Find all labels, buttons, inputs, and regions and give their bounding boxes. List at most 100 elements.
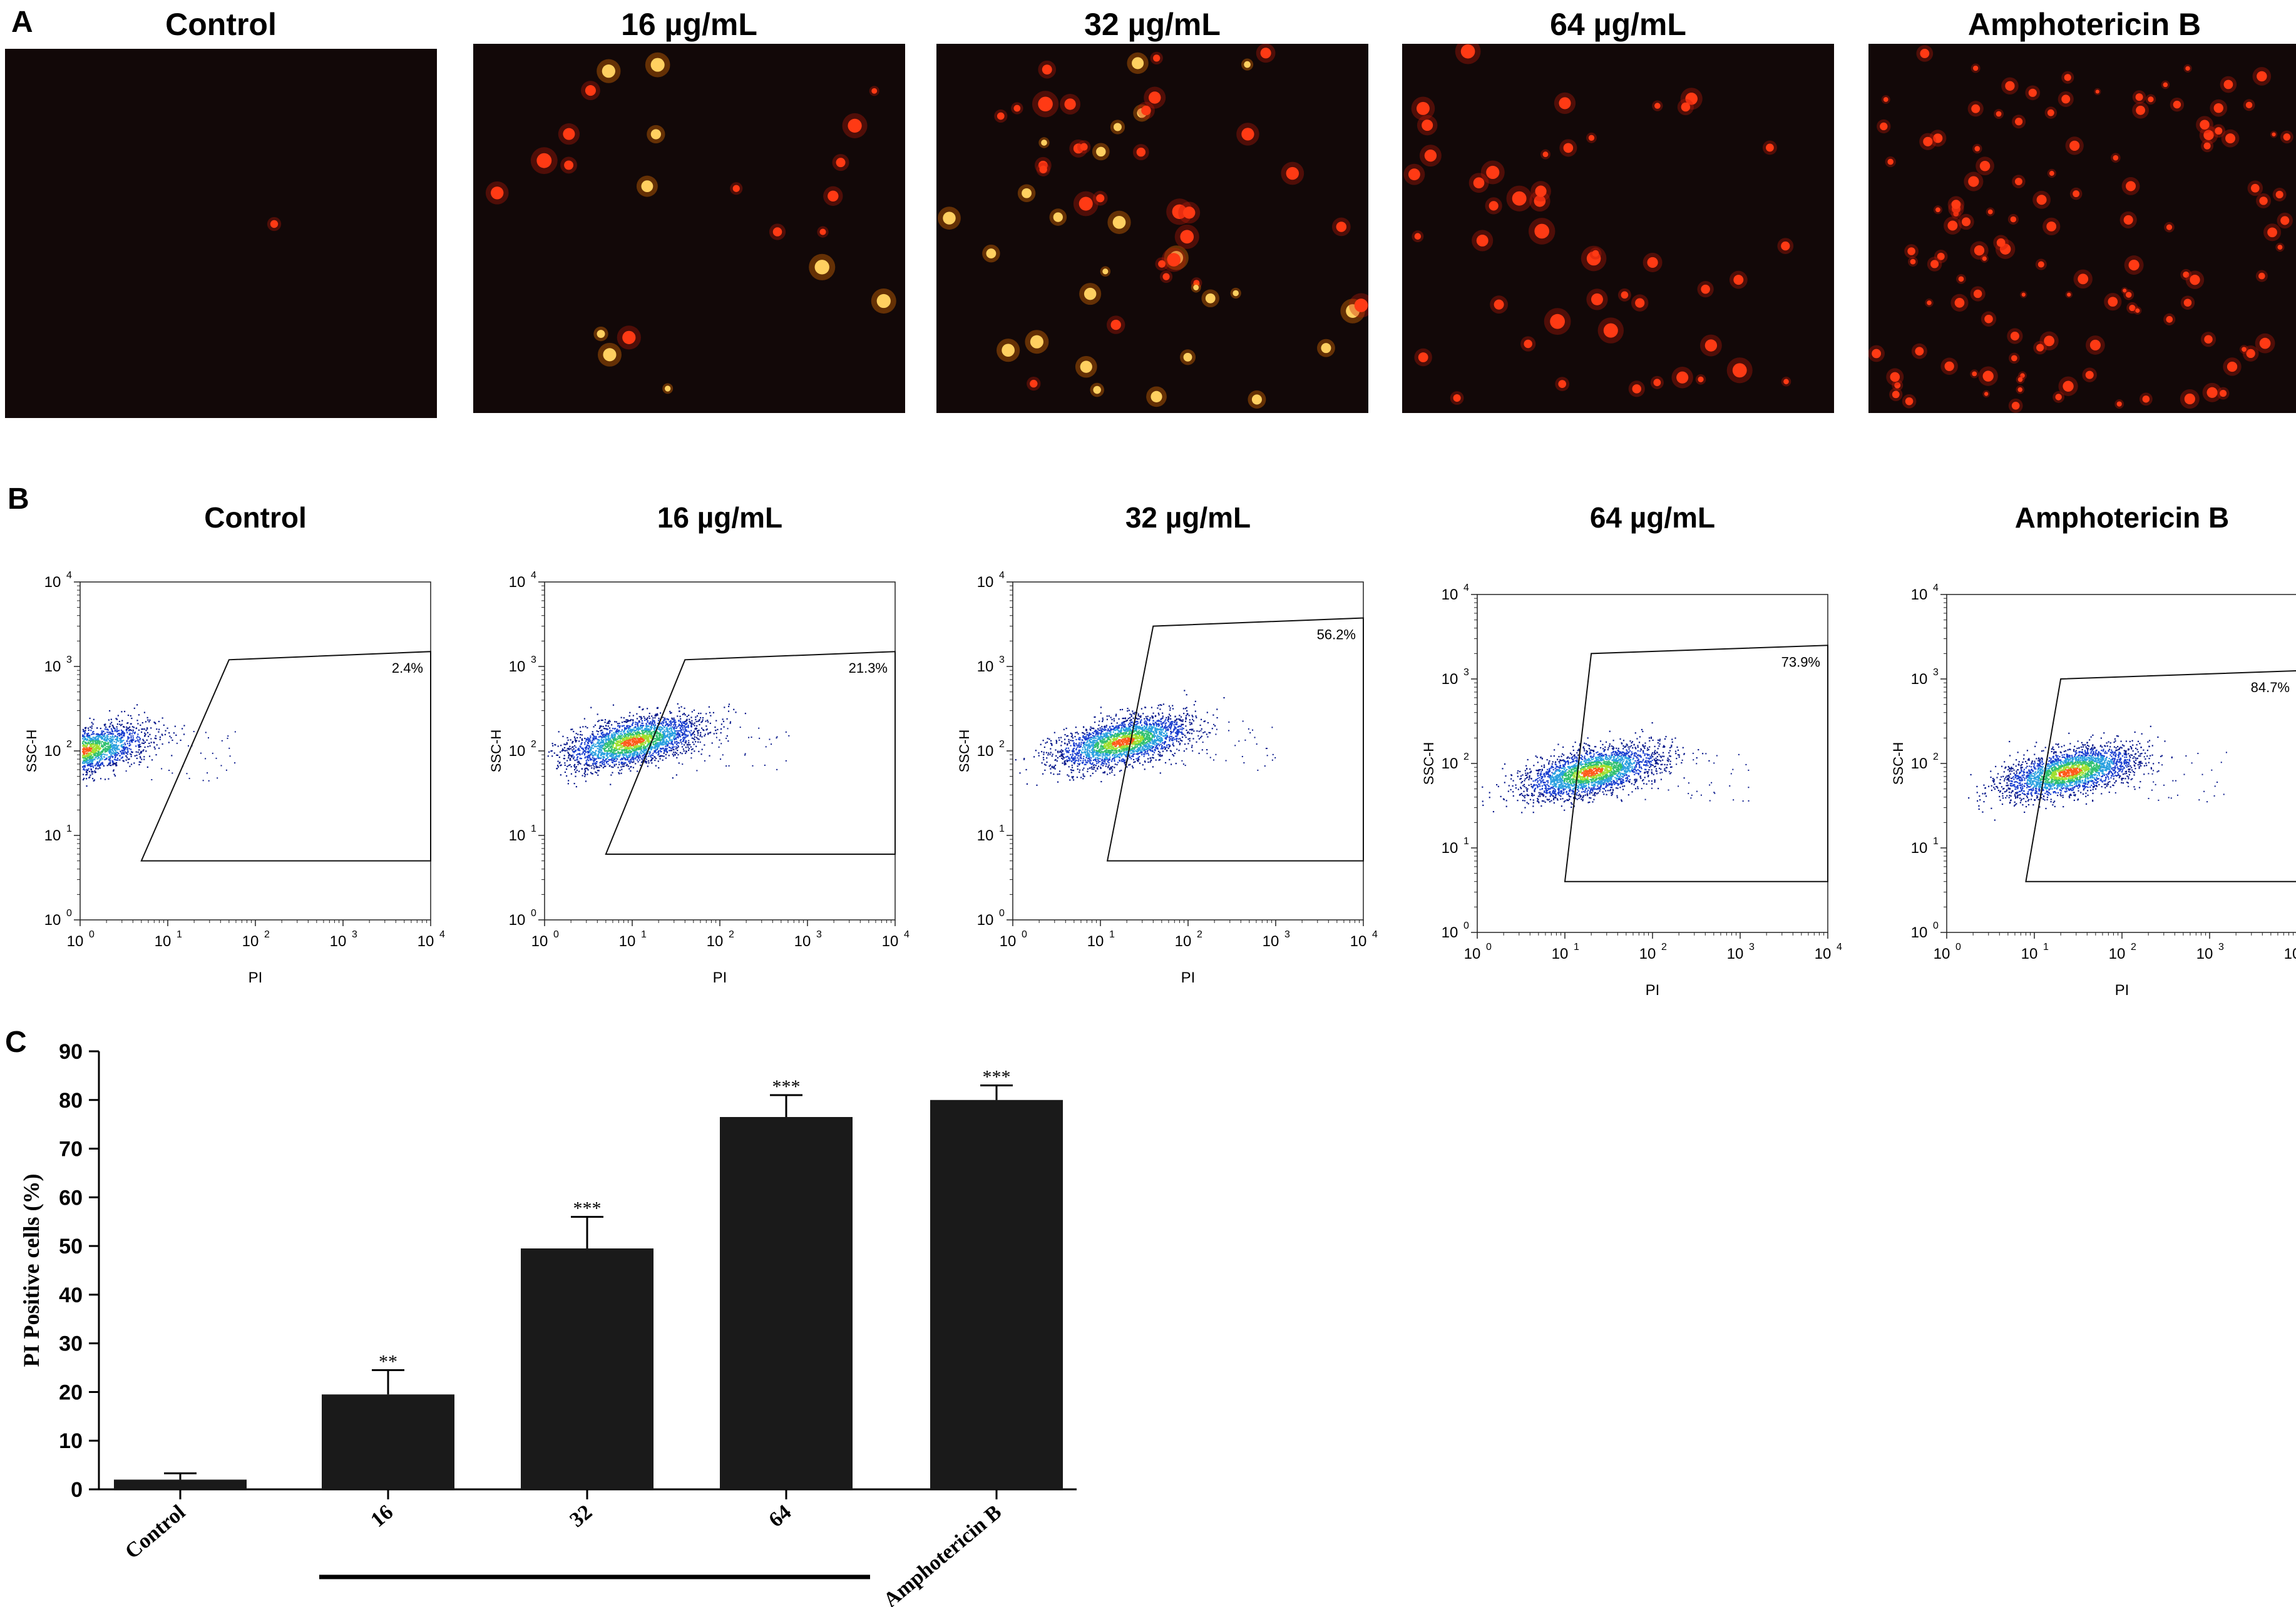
x-tick-exponent: 3 — [1284, 929, 1290, 940]
fluorescence-image — [1868, 44, 2296, 413]
y-tick-exponent: 3 — [66, 655, 72, 665]
x-axis-label: PI — [1181, 969, 1196, 986]
micro-title: Amphotericin B — [1967, 7, 2201, 42]
y-axis-label: SSC-H — [1890, 742, 1906, 785]
gate-percent: 2.4% — [392, 660, 423, 676]
y-tick-label: 10 — [44, 658, 61, 675]
x-tick-exponent: 2 — [729, 929, 734, 940]
density-cloud — [1968, 725, 2227, 821]
y-tick-label: 10 — [509, 827, 526, 844]
flow-title: 32 µg/mL — [1125, 501, 1251, 534]
x-tick-label: 10 — [2284, 946, 2296, 962]
x-tick-exponent: 2 — [264, 929, 270, 940]
gate-percent: 56.2% — [1317, 627, 1356, 643]
plot-frame — [79, 581, 431, 921]
x-tick-label: 10 — [1934, 946, 1950, 962]
y-tick-label: 10 — [509, 658, 526, 675]
density-cloud — [547, 703, 790, 788]
y-tick-label: 10 — [977, 827, 994, 844]
y-tick-label: 10 — [44, 743, 61, 760]
flow-title: 16 µg/mL — [657, 501, 783, 534]
significance-label: *** — [573, 1198, 602, 1218]
gate-percent: 73.9% — [1781, 654, 1820, 670]
y-tick-exponent: 1 — [1463, 836, 1469, 847]
y-tick-exponent: 4 — [66, 570, 72, 581]
x-tick-label: 10 — [2196, 946, 2213, 962]
y-tick-label: 20 — [59, 1380, 83, 1404]
y-axis-label: SSC-H — [956, 730, 972, 772]
y-axis-label: SSC-H — [1421, 742, 1437, 785]
y-tick-label: 80 — [59, 1089, 83, 1113]
x-tick-exponent: 0 — [1486, 942, 1492, 952]
y-tick-label: 10 — [1442, 755, 1458, 772]
y-tick-label: 10 — [1442, 671, 1458, 688]
micro-title: Control — [165, 7, 277, 42]
y-tick-exponent: 2 — [1933, 752, 1939, 762]
x-tick-exponent: 1 — [177, 929, 182, 940]
y-axis-label: PI Positive cells (%) — [19, 1174, 44, 1367]
y-tick-exponent: 2 — [999, 739, 1005, 750]
x-tick-label: 16 — [366, 1501, 397, 1532]
flow-plot: 100100101101102102103103104104PISSC-H84.… — [1890, 583, 2296, 999]
fluorescence-image — [936, 44, 1368, 413]
x-tick-label: 10 — [1087, 933, 1104, 950]
y-tick-label: 10 — [1911, 755, 1928, 772]
y-tick-label: 40 — [59, 1283, 83, 1307]
y-tick-label: 70 — [59, 1138, 83, 1161]
y-tick-exponent: 0 — [1933, 921, 1939, 931]
x-tick-label: 10 — [1000, 933, 1017, 950]
flow-plot: 10 0 10 0 10 1 10 1 10 2 10 2 10 3 10 3 10 4 10 4 PI SSC-H 56.… — [956, 570, 1378, 986]
significance-label: *** — [772, 1076, 801, 1097]
x-tick-label: Control — [121, 1501, 190, 1564]
fluorescence-dots — [1403, 44, 1794, 405]
fluorescence-image — [5, 49, 437, 418]
flow-plot: 10 0 10 0 10 1 10 1 10 2 10 2 10 3 10 3 10 4 10 4 PI SSC-H 73.… — [1421, 583, 1842, 999]
x-tick-label: 10 — [330, 933, 347, 950]
x-tick-exponent: 4 — [1837, 942, 1842, 952]
x-tick-exponent: 3 — [816, 929, 822, 940]
y-tick-exponent: 0 — [999, 908, 1005, 919]
gate-percent: 84.7% — [2251, 680, 2290, 695]
panel-b-letter: B — [8, 482, 29, 516]
y-tick-label: 10 — [1442, 924, 1458, 941]
x-tick-label: 64 — [764, 1501, 796, 1532]
x-tick-exponent: 1 — [2043, 942, 2049, 952]
gate-polygon — [2025, 670, 2296, 882]
fluorescence-image — [1402, 44, 1834, 413]
flow-plot: 10 0 10 0 10 1 10 1 10 2 10 2 10 3 10 3 10 4 10 4 PI SSC-H 21.… — [488, 570, 910, 986]
y-tick-exponent: 2 — [66, 739, 72, 750]
micro-title: 32 µg/mL — [1084, 7, 1221, 42]
y-tick-label: 10 — [44, 574, 61, 591]
y-tick-label: 10 — [509, 912, 526, 929]
y-tick-label: 30 — [59, 1332, 83, 1356]
x-tick-label: 10 — [67, 933, 84, 950]
fluorescence-image — [473, 44, 905, 413]
y-tick-label: 50 — [59, 1235, 83, 1258]
density-cloud — [1482, 722, 1750, 814]
y-tick-label: 10 — [44, 912, 61, 929]
micro-title: 16 µg/mL — [621, 7, 757, 42]
plot-frame — [544, 581, 896, 921]
panel-a-letter: A — [11, 6, 33, 39]
gate-polygon — [1106, 617, 1364, 862]
y-tick-label: 10 — [1911, 924, 1928, 941]
y-tick-exponent: 3 — [999, 655, 1005, 665]
x-tick-exponent: 2 — [1661, 942, 1667, 952]
y-tick-label: 10 — [1911, 586, 1928, 603]
gate-polygon — [140, 651, 431, 862]
x-tick-label: 10 — [1464, 946, 1481, 962]
micro-title: 64 µg/mL — [1550, 7, 1686, 42]
flow-plot: 10 0 10 0 10 1 10 1 10 2 10 2 10 3 10 3 10 4 10 4 PI SSC-H 2.4… — [24, 570, 445, 986]
y-tick-label: 60 — [59, 1186, 83, 1210]
gate-polygon — [1564, 645, 1828, 882]
x-tick-exponent: 3 — [1749, 942, 1755, 952]
y-tick-exponent: 1 — [531, 824, 536, 834]
x-tick-label: 10 — [1727, 946, 1744, 962]
x-tick-exponent: 4 — [904, 929, 910, 940]
y-tick-exponent: 0 — [66, 908, 72, 919]
y-tick-exponent: 4 — [1933, 583, 1939, 593]
fluorescence-dots — [485, 52, 896, 394]
x-tick-label: 10 — [1639, 946, 1656, 962]
y-tick-label: 10 — [59, 1429, 83, 1453]
flow-title: Amphotericin B — [2014, 501, 2230, 534]
